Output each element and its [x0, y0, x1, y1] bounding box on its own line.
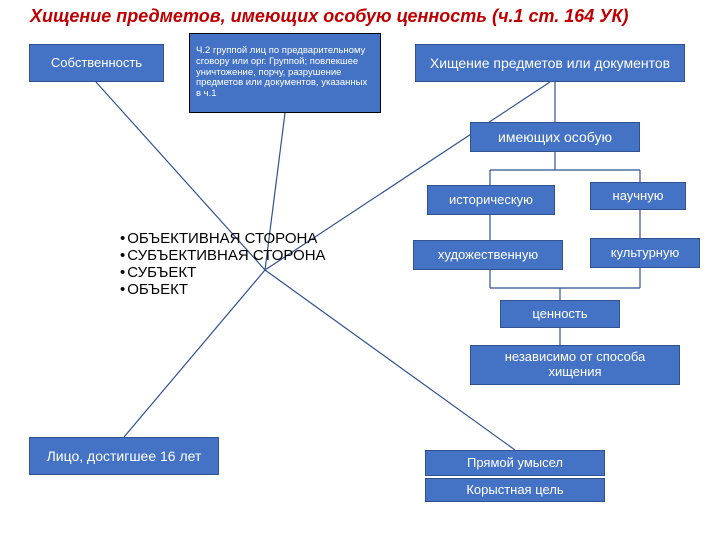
- box-hist: историческую: [427, 185, 555, 215]
- bullet-2: СУБЪЕКТ: [120, 264, 326, 281]
- diagram-canvas: Хищение предметов, имеющих особую ценнос…: [0, 0, 720, 540]
- box-own: Собственность: [29, 44, 164, 82]
- box-age: Лицо, достигшее 16 лет: [29, 437, 219, 475]
- box-value: ценность: [500, 300, 620, 328]
- box-having: имеющих особую: [470, 122, 640, 152]
- bullet-1: СУБЪЕКТИВНАЯ СТОРОНА: [120, 247, 326, 264]
- box-cult: культурную: [590, 238, 700, 268]
- box-sci: научную: [590, 182, 686, 210]
- box-intent: Прямой умысел: [425, 450, 605, 476]
- bullet-3: ОБЪЕКТ: [120, 281, 326, 298]
- page-title: Хищение предметов, имеющих особую ценнос…: [30, 6, 629, 27]
- box-grab: Корыстная цель: [425, 478, 605, 502]
- box-note: Ч.2 группой лиц по предварительному сгов…: [189, 33, 381, 113]
- box-theft: Хищение предметов или документов: [415, 44, 685, 82]
- box-art: художественную: [413, 240, 563, 270]
- bullet-0: ОБЪЕКТИВНАЯ СТОРОНА: [120, 230, 326, 247]
- box-regard: независимо от способа хищения: [470, 345, 680, 385]
- center-bullets: ОБЪЕКТИВНАЯ СТОРОНАСУБЪЕКТИВНАЯ СТОРОНАС…: [120, 230, 326, 298]
- bullet-list: ОБЪЕКТИВНАЯ СТОРОНАСУБЪЕКТИВНАЯ СТОРОНАС…: [120, 230, 326, 298]
